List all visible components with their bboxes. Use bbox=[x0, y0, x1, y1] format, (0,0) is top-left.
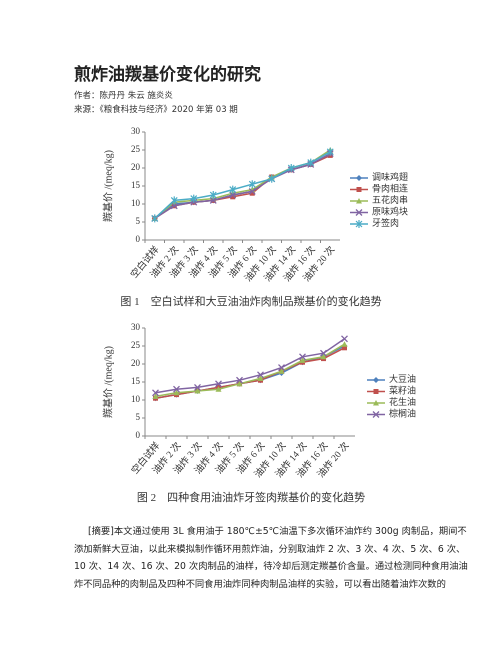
y-tick-label: 10 bbox=[131, 198, 141, 208]
series-line bbox=[154, 151, 331, 219]
source: 来源：《粮食科技与经济》2020 年第 03 期 bbox=[74, 105, 238, 115]
marker bbox=[209, 196, 217, 204]
y-axis-label: 羰基价 /(meq/kg) bbox=[101, 150, 114, 222]
figure-caption: 图 2 四种食用油油炸牙签肉羰基价的变化趋势 bbox=[136, 492, 366, 504]
marker bbox=[341, 335, 348, 343]
marker bbox=[307, 158, 315, 167]
marker bbox=[356, 187, 362, 192]
marker bbox=[278, 364, 285, 372]
y-tick-label: 5 bbox=[136, 412, 141, 422]
marker bbox=[355, 220, 363, 228]
marker bbox=[341, 341, 348, 347]
y-tick-label: 30 bbox=[131, 126, 141, 136]
marker bbox=[373, 377, 379, 383]
y-tick-label: 15 bbox=[131, 376, 141, 386]
legend-label: 牙签肉 bbox=[372, 217, 399, 228]
marker bbox=[230, 194, 236, 200]
series-line bbox=[155, 347, 345, 399]
legend-label: 菜籽油 bbox=[389, 385, 416, 396]
y-tick-label: 25 bbox=[131, 144, 141, 154]
marker bbox=[299, 353, 306, 361]
doc-title: 煎炸油羰基价变化的研究 bbox=[74, 65, 261, 85]
marker bbox=[287, 164, 295, 172]
marker bbox=[299, 357, 306, 363]
marker bbox=[373, 389, 379, 394]
marker bbox=[209, 191, 217, 199]
marker bbox=[170, 196, 178, 205]
series-line bbox=[154, 149, 331, 219]
y-tick-label: 25 bbox=[131, 340, 141, 350]
legend-label: 骨肉相连 bbox=[372, 183, 408, 194]
marker bbox=[320, 349, 327, 357]
y-axis-label: 羰基价 /(meq/kg) bbox=[101, 346, 114, 418]
marker bbox=[326, 147, 334, 156]
marker bbox=[229, 185, 237, 194]
marker bbox=[268, 174, 276, 183]
marker bbox=[257, 375, 264, 381]
marker bbox=[173, 385, 180, 393]
marker bbox=[257, 371, 264, 379]
marker bbox=[248, 180, 256, 189]
y-tick-label: 0 bbox=[136, 430, 141, 440]
series-line bbox=[155, 343, 345, 398]
y-tick-label: 10 bbox=[131, 394, 141, 404]
marker bbox=[248, 187, 256, 195]
marker bbox=[236, 376, 243, 384]
legend-label: 大豆油 bbox=[389, 373, 416, 384]
y-tick-label: 30 bbox=[131, 322, 141, 332]
marker bbox=[190, 194, 198, 203]
series-line bbox=[154, 152, 331, 220]
marker bbox=[356, 175, 362, 181]
y-tick-label: 0 bbox=[136, 234, 141, 244]
series-line bbox=[155, 338, 345, 394]
marker bbox=[215, 386, 222, 392]
marker bbox=[373, 400, 379, 406]
y-tick-label: 20 bbox=[131, 358, 141, 368]
y-tick-label: 5 bbox=[136, 216, 141, 226]
marker bbox=[215, 380, 222, 388]
y-tick-label: 15 bbox=[131, 180, 141, 190]
legend-label: 调味鸡翅 bbox=[372, 171, 408, 182]
legend-label: 棕榈油 bbox=[389, 408, 416, 419]
marker bbox=[372, 411, 380, 418]
marker bbox=[236, 380, 243, 387]
marker bbox=[151, 214, 159, 223]
legend-label: 原味鸡块 bbox=[372, 206, 408, 217]
marker bbox=[173, 389, 180, 396]
y-tick-label: 20 bbox=[131, 162, 141, 172]
marker bbox=[229, 191, 237, 199]
marker bbox=[249, 190, 255, 196]
legend-label: 花生油 bbox=[389, 396, 416, 407]
marker bbox=[152, 393, 159, 399]
marker bbox=[194, 388, 201, 394]
marker bbox=[194, 383, 201, 391]
marker bbox=[152, 389, 159, 397]
marker bbox=[170, 202, 178, 210]
authors: 作者：陈丹丹 朱云 施炎炎 bbox=[74, 91, 173, 101]
legend-label: 五花肉串 bbox=[372, 194, 408, 205]
figure-caption: 图 1 空白试样和大豆油油炸肉制品羰基价的变化趋势 bbox=[120, 296, 382, 308]
marker bbox=[278, 368, 285, 374]
marker bbox=[355, 209, 363, 216]
marker bbox=[342, 345, 347, 351]
marker bbox=[356, 198, 362, 204]
series-line bbox=[154, 152, 331, 220]
abstract: [摘要]本文通过使用 3L 食用油于 180℃±5℃油温下多次循环油炸约 300… bbox=[74, 526, 468, 590]
marker bbox=[320, 353, 327, 360]
